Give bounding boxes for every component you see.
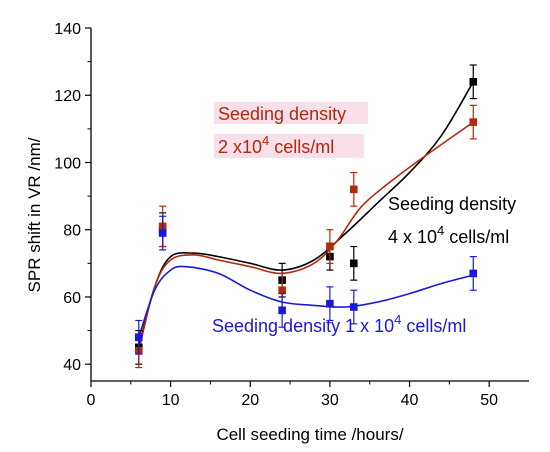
y-tick-label: 100 — [54, 155, 81, 172]
black-data-point — [469, 77, 478, 86]
x-tick-label: 20 — [241, 392, 259, 409]
blue-data-point — [278, 306, 286, 315]
black-annotation-base: 4 x 10 — [388, 227, 437, 247]
blue-data-point — [134, 333, 143, 342]
red-annotation-exponent: 4 — [262, 133, 269, 148]
blue-data-point — [469, 269, 478, 278]
red-annotation-line2: 2 x104 cells/ml — [218, 133, 334, 157]
blue-data-point — [350, 303, 358, 311]
red-data-point — [350, 185, 358, 194]
red-annotation-highlight-2 — [214, 134, 364, 158]
blue-annotation: Seeding density 1 x 104 cells/ml — [212, 312, 466, 336]
blue-data-point — [326, 299, 334, 308]
y-tick-label: 80 — [63, 223, 81, 240]
red-data-point — [278, 286, 286, 295]
black-annotation-line1: Seeding density — [388, 194, 516, 214]
y-tick-label: 40 — [63, 357, 81, 374]
red-annotation-line1: Seeding density — [218, 104, 346, 124]
red-annotation-base: 2 x10 — [218, 137, 262, 157]
blue-annotation-unit: cells/ml — [401, 316, 466, 336]
red-annotation-unit: cells/ml — [269, 137, 334, 157]
black-annotation-unit: cells/ml — [444, 227, 509, 247]
red-data-point — [469, 118, 478, 126]
x-tick-label: 40 — [401, 392, 419, 409]
x-tick-label: 10 — [162, 392, 180, 409]
red-data-point — [326, 242, 334, 251]
y-tick-label: 60 — [63, 290, 81, 307]
x-axis-title: Cell seeding time /hours/ — [216, 425, 403, 444]
blue-annotation-exponent: 4 — [394, 312, 401, 327]
blue-annotation-base: Seeding density 1 x 10 — [212, 316, 394, 336]
y-tick-label: 140 — [54, 21, 81, 38]
blue-data-point — [158, 229, 167, 237]
x-tick-label: 30 — [321, 392, 339, 409]
black-data-point — [350, 259, 358, 268]
axes: 0 10 20 30 40 50 40 60 80 100 120 140 — [54, 21, 529, 409]
y-axis-title: SPR shift in VR /nm/ — [25, 137, 44, 292]
black-annotation-line2: 4 x 104 cells/ml — [388, 223, 509, 247]
black-annotation-exponent: 4 — [437, 223, 444, 238]
x-tick-label: 50 — [480, 392, 498, 409]
red-annotation-highlight — [214, 102, 368, 124]
red-fit-curve — [138, 121, 474, 351]
points — [134, 64, 478, 369]
x-tick-label: 0 — [87, 392, 96, 409]
y-tick-label: 120 — [54, 88, 81, 105]
